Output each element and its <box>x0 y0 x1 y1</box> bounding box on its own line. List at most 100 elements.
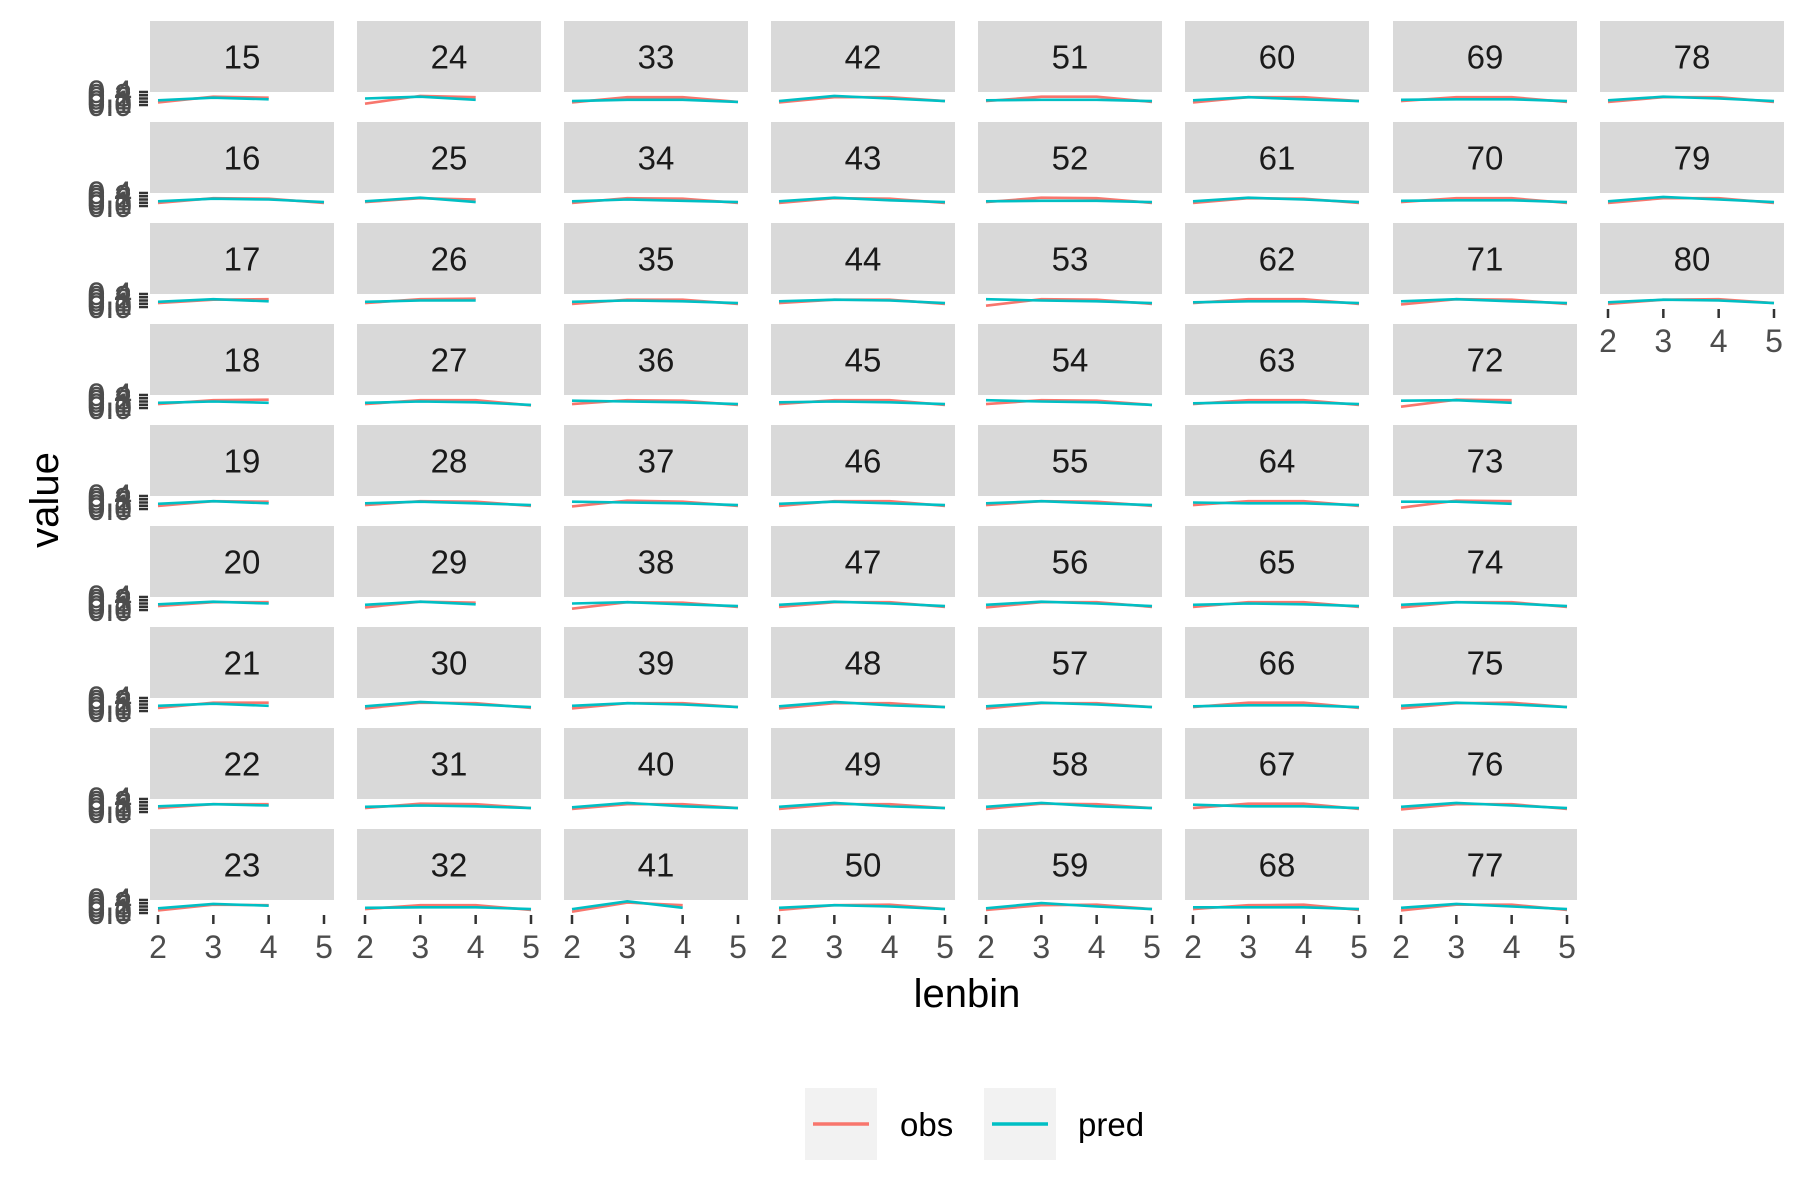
series-line-pred <box>1401 500 1512 506</box>
facet-label: 36 <box>638 342 675 379</box>
facet-label: 79 <box>1674 140 1711 177</box>
facet-label: 21 <box>224 645 261 682</box>
y-axis: 0.00.10.20.30.4 <box>88 478 148 527</box>
series-line-pred <box>778 600 946 608</box>
series-line-pred <box>364 906 532 911</box>
plot-area <box>978 395 1162 408</box>
series-line-pred <box>778 903 946 911</box>
series-line-pred <box>778 700 946 709</box>
plot-area <box>1185 900 1369 913</box>
facet-strip <box>771 21 955 92</box>
y-tick-label: 0.3 <box>88 380 132 416</box>
plot-area <box>1393 597 1577 610</box>
y-axis: 0.00.10.20.30.4 <box>88 781 148 830</box>
facet-panel: 25 <box>357 122 541 206</box>
y-tick-label: 0.0 <box>88 87 132 123</box>
facet-label: 23 <box>224 847 261 884</box>
facet-strip <box>978 324 1162 395</box>
y-axes: 0.00.10.20.30.40.00.10.20.30.40.00.10.20… <box>88 74 148 931</box>
series-line-pred <box>157 802 269 808</box>
facet-panel: 16 <box>150 122 334 206</box>
facet-panel: 61 <box>1185 122 1369 206</box>
plot-area <box>1185 92 1369 105</box>
y-tick-label: 0.3 <box>88 279 132 315</box>
facet-panel: 17 <box>150 223 334 307</box>
y-tick-label: 0.2 <box>88 586 132 622</box>
facet-panel: 59 <box>978 829 1162 913</box>
facet-label: 72 <box>1467 342 1504 379</box>
x-tick-label: 5 <box>729 929 747 965</box>
plot-area <box>357 496 541 509</box>
series-line-pred <box>778 801 946 810</box>
facet-label: 48 <box>845 645 882 682</box>
facet-panel: 15 <box>150 21 334 105</box>
x-axes: 2 3 4 5 2 3 4 5 2 3 4 5 2 3 4 5 2 3 4 5 2 3 4 5 2 3 4 52 3 4 5 <box>149 309 1783 965</box>
facet-panel: 52 <box>978 122 1162 206</box>
facet-panel: 69 <box>1393 21 1577 105</box>
facet-label: 52 <box>1052 140 1089 177</box>
facet-panel: 28 <box>357 425 541 509</box>
y-tick-label: 0.0 <box>88 592 132 628</box>
facet-panel: 48 <box>771 627 955 711</box>
facet-label: 16 <box>224 140 261 177</box>
facet-panel: 43 <box>771 122 955 206</box>
facet-strip <box>564 223 748 294</box>
y-axis: 0.00.10.20.30.4 <box>88 377 148 426</box>
facet-panel: 58 <box>978 728 1162 812</box>
plot-area <box>1185 193 1369 206</box>
facet-strip <box>1185 425 1369 496</box>
plot-area <box>771 597 955 610</box>
plot-area <box>564 193 748 206</box>
plot-area <box>564 294 748 307</box>
facet-panel: 60 <box>1185 21 1369 105</box>
x-tick-label: 4 <box>1503 929 1521 965</box>
facet-strip <box>978 223 1162 294</box>
facet-panel: 77 <box>1393 829 1577 913</box>
y-tick-label: 0.0 <box>88 895 132 931</box>
x-tick-label: 4 <box>1710 323 1728 359</box>
series-line-pred <box>778 298 946 305</box>
x-tick-label: 4 <box>674 929 692 965</box>
plot-area <box>1393 395 1577 408</box>
facet-label: 27 <box>431 342 468 379</box>
facet-panel: 80 <box>1600 223 1784 307</box>
series-line-pred <box>364 804 532 810</box>
plot-area <box>771 698 955 711</box>
facet-label: 74 <box>1467 544 1504 581</box>
x-tick-label: 5 <box>315 929 333 965</box>
y-tick-label: 0.4 <box>88 478 132 514</box>
facet-panel: 24 <box>357 21 541 105</box>
plot-area <box>1393 698 1577 711</box>
series-line-pred <box>364 196 476 204</box>
facet-panel: 19 <box>150 425 334 509</box>
facet-panel: 79 <box>1600 122 1784 206</box>
series-line-pred <box>778 500 946 507</box>
plot-area <box>1393 900 1577 913</box>
y-tick-label: 0.2 <box>88 81 132 117</box>
y-tick-label: 0.1 <box>88 185 132 221</box>
y-tick-label: 0.0 <box>88 491 132 527</box>
y-tick-label: 0.1 <box>88 488 132 524</box>
y-tick-label: 0.3 <box>88 77 132 113</box>
plot-area <box>771 799 955 812</box>
facet-strip <box>1600 223 1784 294</box>
series-line-pred <box>985 199 1153 204</box>
plot-area <box>1185 496 1369 509</box>
panel-background <box>978 900 1162 913</box>
facet-panel: 46 <box>771 425 955 509</box>
y-tick-label: 0.4 <box>88 276 132 312</box>
x-tick-label: 4 <box>881 929 899 965</box>
y-axis: 0.00.10.20.30.4 <box>88 175 148 224</box>
series-line-pred <box>1192 196 1360 204</box>
series-line-pred <box>1400 801 1568 810</box>
y-tick-label: 0.2 <box>88 485 132 521</box>
facet-strip <box>978 728 1162 799</box>
plot-area <box>1185 597 1369 610</box>
series-line-pred <box>364 95 476 102</box>
x-tick-label: 3 <box>1654 323 1672 359</box>
y-tick-label: 0.2 <box>88 788 132 824</box>
y-tick-label: 0.1 <box>88 589 132 625</box>
y-tick-label: 0.3 <box>88 683 132 719</box>
x-axis-title: lenbin <box>914 972 1021 1016</box>
